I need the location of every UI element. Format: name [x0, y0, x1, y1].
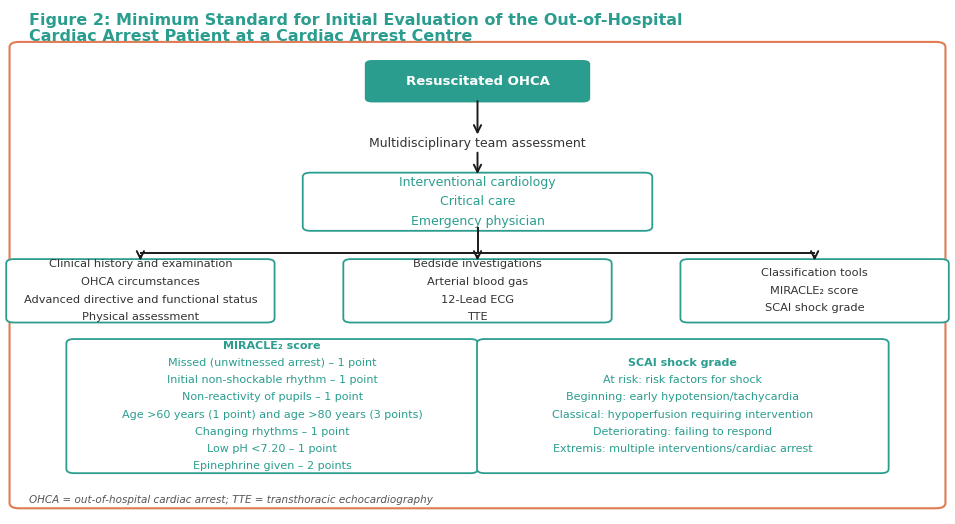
Text: Multidisciplinary team assessment: Multidisciplinary team assessment: [370, 137, 585, 150]
FancyBboxPatch shape: [6, 259, 275, 322]
Text: Deteriorating: failing to respond: Deteriorating: failing to respond: [593, 427, 773, 437]
Text: Epinephrine given – 2 points: Epinephrine given – 2 points: [193, 461, 351, 472]
FancyBboxPatch shape: [66, 339, 478, 473]
Text: Advanced directive and functional status: Advanced directive and functional status: [24, 294, 257, 304]
Text: Initial non-shockable rhythm – 1 point: Initial non-shockable rhythm – 1 point: [167, 375, 377, 385]
FancyBboxPatch shape: [344, 259, 612, 322]
Text: Low pH <7.20 – 1 point: Low pH <7.20 – 1 point: [207, 444, 337, 454]
Text: At risk: risk factors for shock: At risk: risk factors for shock: [604, 375, 762, 385]
Text: TTE: TTE: [467, 312, 488, 322]
Text: Missed (unwitnessed arrest) – 1 point: Missed (unwitnessed arrest) – 1 point: [168, 358, 376, 368]
Text: Classical: hypoperfusion requiring intervention: Classical: hypoperfusion requiring inter…: [552, 410, 814, 420]
Text: OHCA = out-of-hospital cardiac arrest; TTE = transthoracic echocardiography: OHCA = out-of-hospital cardiac arrest; T…: [29, 495, 433, 506]
Text: Cardiac Arrest Patient at a Cardiac Arrest Centre: Cardiac Arrest Patient at a Cardiac Arre…: [29, 29, 472, 44]
Text: Extremis: multiple interventions/cardiac arrest: Extremis: multiple interventions/cardiac…: [553, 444, 813, 454]
Text: MIRACLE₂ score: MIRACLE₂ score: [771, 286, 859, 296]
Text: Age >60 years (1 point) and age >80 years (3 points): Age >60 years (1 point) and age >80 year…: [122, 410, 422, 420]
Text: Classification tools: Classification tools: [761, 268, 868, 278]
Text: Figure 2: Minimum Standard for Initial Evaluation of the Out-of-Hospital: Figure 2: Minimum Standard for Initial E…: [29, 13, 682, 28]
Text: SCAI shock grade: SCAI shock grade: [628, 358, 737, 368]
Text: Critical care: Critical care: [440, 195, 515, 208]
FancyBboxPatch shape: [477, 339, 888, 473]
Text: Beginning: early hypotension/tachycardia: Beginning: early hypotension/tachycardia: [566, 392, 799, 402]
FancyBboxPatch shape: [680, 259, 948, 322]
Text: Arterial blood gas: Arterial blood gas: [427, 277, 528, 287]
Text: Emergency physician: Emergency physician: [411, 215, 544, 227]
Text: OHCA circumstances: OHCA circumstances: [81, 277, 200, 287]
Text: Clinical history and examination: Clinical history and examination: [49, 259, 232, 269]
Text: Non-reactivity of pupils – 1 point: Non-reactivity of pupils – 1 point: [181, 392, 363, 402]
Text: 12-Lead ECG: 12-Lead ECG: [441, 294, 514, 304]
Text: SCAI shock grade: SCAI shock grade: [765, 303, 864, 313]
FancyBboxPatch shape: [365, 60, 590, 103]
FancyBboxPatch shape: [10, 42, 945, 508]
Text: Physical assessment: Physical assessment: [82, 312, 199, 322]
FancyBboxPatch shape: [303, 173, 652, 231]
Text: Changing rhythms – 1 point: Changing rhythms – 1 point: [195, 427, 350, 437]
Text: Interventional cardiology: Interventional cardiology: [399, 176, 556, 189]
Text: Bedside investigations: Bedside investigations: [414, 259, 541, 269]
Text: MIRACLE₂ score: MIRACLE₂ score: [223, 341, 321, 351]
Text: Resuscitated OHCA: Resuscitated OHCA: [406, 75, 549, 88]
